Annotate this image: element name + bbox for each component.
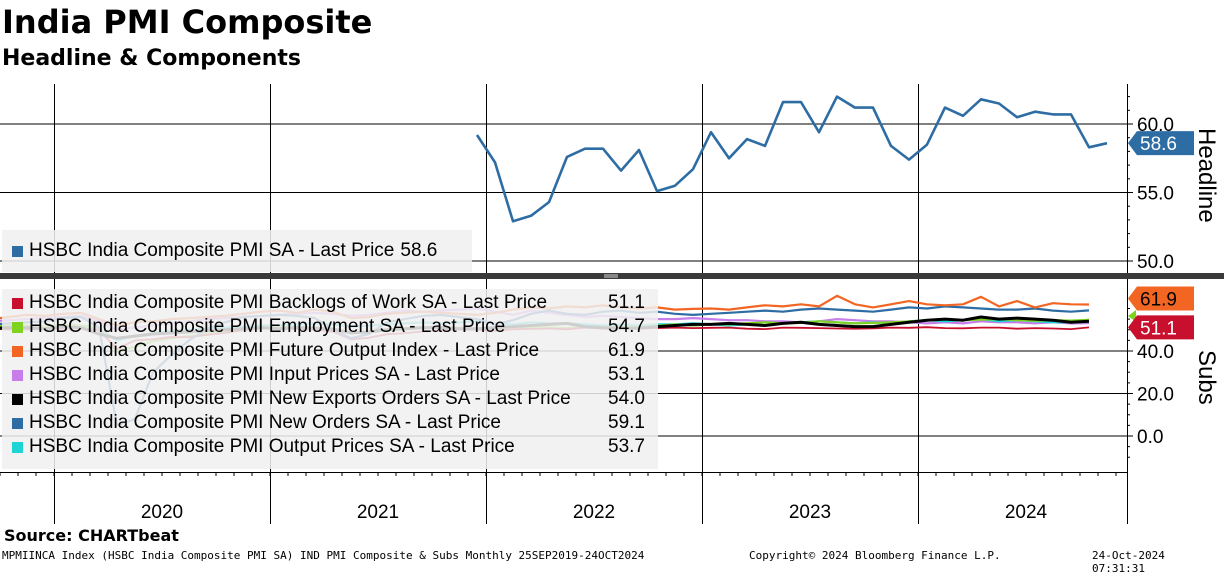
copyright: Copyright© 2024 Bloomberg Finance L.P. (749, 549, 1001, 562)
source-label: Source: CHARTbeat (4, 526, 179, 545)
backlogs-last-value-tag: 51.1 (1140, 318, 1177, 339)
x-tick-label: 2021 (357, 502, 399, 523)
backlogs-last-value-tag-bg (1128, 315, 1194, 340)
subs-legend-label: HSBC India Composite PMI Input Prices SA… (29, 364, 500, 385)
headline-ytick-label: 60.0 (1137, 115, 1174, 136)
employment-last-tag-arrow (1128, 309, 1136, 322)
subs-legend-label: HSBC India Composite PMI Output Prices S… (29, 436, 515, 457)
headline-legend: HSBC India Composite PMI SA - Last Price… (2, 230, 472, 272)
subs-legend-value: 53.7 (608, 436, 645, 457)
headline-legend-value: 58.6 (400, 240, 438, 261)
legend-swatch (12, 370, 23, 381)
headline-series-line (475, 95, 1108, 223)
subs-legend-value: 59.1 (608, 412, 645, 433)
x-tick-label: 2023 (789, 502, 831, 523)
subs-legend-label: HSBC India Composite PMI New Orders SA -… (29, 412, 501, 433)
legend-swatch (12, 246, 23, 257)
headline-last-value-tag: 58.6 (1140, 134, 1177, 155)
subs-legend-value: 61.9 (608, 340, 645, 361)
x-tick-label: 2020 (141, 502, 183, 523)
subs-legend-label: HSBC India Composite PMI Employment SA -… (29, 316, 506, 337)
headline-ytick-label: 50.0 (1137, 252, 1174, 273)
subs-legend-label: HSBC India Composite PMI New Exports Ord… (29, 388, 571, 409)
legend-swatch (12, 346, 23, 357)
subs-legend-label: HSBC India Composite PMI Future Output I… (29, 340, 540, 361)
subs-ytick-label: 0.0 (1137, 427, 1163, 448)
legend-swatch (12, 394, 23, 405)
subs-legend-value: 54.0 (608, 388, 645, 409)
headline-ytick-label: 55.0 (1137, 184, 1174, 205)
x-tick-label: 2022 (573, 502, 615, 523)
index-info: MPMIINCA Index (HSBC India Composite PMI… (2, 549, 645, 562)
subs-axis-title: Subs (1193, 350, 1220, 405)
future-output-last-tag-bg (1128, 286, 1194, 311)
x-tick-label: 2024 (1005, 502, 1048, 523)
headline-axis-title: Headline (1193, 128, 1220, 223)
legend-swatch (12, 298, 23, 309)
subs-ytick-label: 40.0 (1137, 342, 1174, 363)
subs-legend-value: 54.7 (608, 316, 645, 337)
timestamp: 24-Oct-2024 07:31:31 (1092, 549, 1165, 575)
headline-last-value-tag-bg (1128, 131, 1194, 156)
legend-swatch (12, 418, 23, 429)
page-subtitle: Headline & Components (2, 46, 301, 71)
subs-ytick-label: 20.0 (1137, 385, 1174, 406)
headline-legend-label: HSBC India Composite PMI SA - Last Price… (29, 239, 437, 263)
future-output-last-tag: 61.9 (1140, 289, 1177, 310)
subs-legend-label: HSBC India Composite PMI Backlogs of Wor… (29, 292, 548, 313)
panel-divider-grip (604, 274, 618, 278)
headline-legend-text: HSBC India Composite PMI SA - Last Price (29, 240, 395, 261)
page-title: India PMI Composite (2, 3, 373, 41)
subs-legend-value: 51.1 (608, 292, 645, 313)
legend-swatch (12, 442, 23, 453)
legend-swatch (12, 322, 23, 333)
subs-legend-value: 53.1 (608, 364, 645, 385)
subs-legend: HSBC India Composite PMI Backlogs of Wor… (2, 289, 658, 469)
